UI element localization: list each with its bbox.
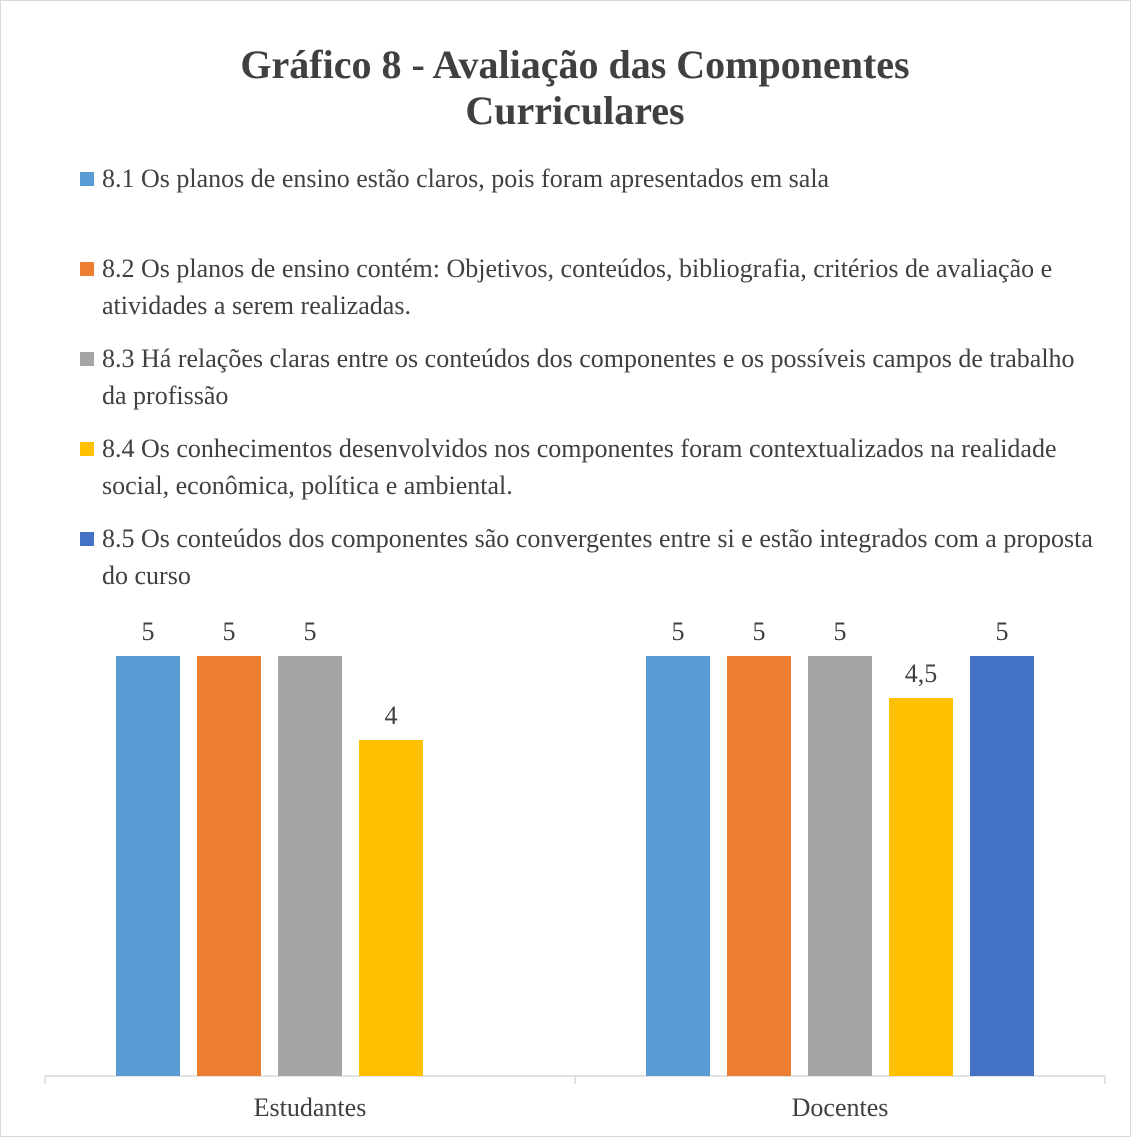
legend-entry: 8.4 Os conhecimentos desenvolvidos nos c… (80, 430, 1100, 504)
legend-label: 8.4 Os conhecimentos desenvolvidos nos c… (102, 434, 1057, 500)
bar (970, 656, 1034, 1076)
bar (808, 656, 872, 1076)
value-label: 4 (385, 701, 398, 730)
legend-label: 8.2 Os planos de ensino contém: Objetivo… (102, 254, 1053, 320)
value-label: 5 (996, 617, 1009, 646)
value-label: 5 (142, 617, 155, 646)
legend-swatch (80, 172, 94, 186)
bar (646, 656, 710, 1076)
legend-entry: 8.3 Há relações claras entre os conteúdo… (80, 340, 1100, 414)
bar (889, 698, 953, 1076)
bar (278, 656, 342, 1076)
bar (116, 656, 180, 1076)
legend-swatch (80, 532, 94, 546)
chart-title: Gráfico 8 - Avaliação das Componentes Cu… (240, 42, 910, 133)
bar (359, 740, 423, 1076)
legend-swatch (80, 352, 94, 366)
legend-label: 8.1 Os planos de ensino estão claros, po… (102, 164, 830, 193)
value-label: 4,5 (905, 659, 938, 688)
value-label: 5 (304, 617, 317, 646)
legend-swatch (80, 442, 94, 456)
x-tick-label: Docentes (792, 1093, 889, 1122)
bar (197, 656, 261, 1076)
legend-entry: 8.1 Os planos de ensino estão claros, po… (80, 160, 1100, 197)
legend-entry: 8.2 Os planos de ensino contém: Objetivo… (80, 250, 1100, 324)
bar (727, 656, 791, 1076)
legend-entry: 8.5 Os conteúdos dos componentes são con… (80, 520, 1100, 594)
value-label: 5 (753, 617, 766, 646)
legend-label: 8.5 Os conteúdos dos componentes são con… (102, 524, 1093, 590)
legend-swatch (80, 262, 94, 276)
value-label: 5 (672, 617, 685, 646)
value-label: 5 (223, 617, 236, 646)
value-label: 5 (834, 617, 847, 646)
legend-label: 8.3 Há relações claras entre os conteúdo… (102, 344, 1075, 410)
x-tick-label: Estudantes (254, 1093, 367, 1122)
